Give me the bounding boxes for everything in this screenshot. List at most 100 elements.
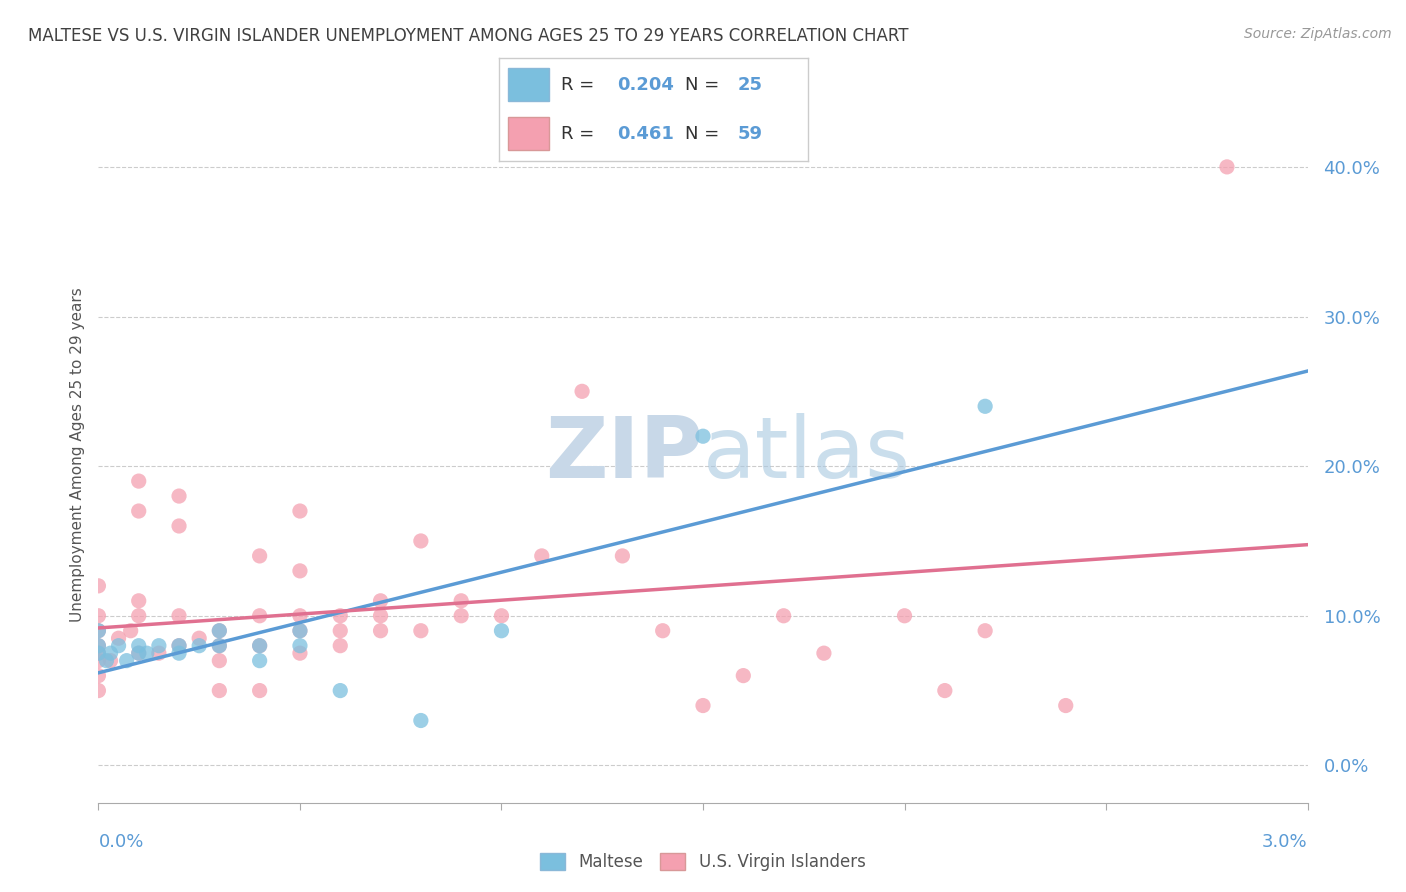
Point [115,654,138,668]
Point [288,564,311,578]
Point [100,646,122,660]
Point [571,384,593,399]
Point [288,639,311,653]
Point [208,624,231,638]
Point [167,639,190,653]
Text: R =: R = [561,76,600,94]
Point [893,608,915,623]
Point [450,608,472,623]
Point [288,624,311,638]
Point [1216,160,1239,174]
Point [167,608,190,623]
Point [288,624,311,638]
Point [329,608,352,623]
Point [974,399,997,413]
Text: 59: 59 [737,125,762,143]
Text: 25: 25 [737,76,762,94]
Point [128,608,150,623]
Point [87,646,110,660]
Text: MALTESE VS U.S. VIRGIN ISLANDER UNEMPLOYMENT AMONG AGES 25 TO 29 YEARS CORRELATI: MALTESE VS U.S. VIRGIN ISLANDER UNEMPLOY… [28,27,908,45]
Point [249,549,271,563]
Point [188,631,211,645]
Point [651,624,673,638]
Point [450,594,472,608]
Text: N =: N = [685,125,724,143]
Point [249,639,271,653]
Point [87,608,110,623]
Point [208,624,231,638]
Point [813,646,835,660]
Point [249,654,271,668]
Point [208,639,231,653]
Point [692,429,714,443]
Text: atlas: atlas [703,413,911,497]
Point [409,714,432,728]
Point [288,504,311,518]
Point [249,608,271,623]
Point [208,654,231,668]
Point [128,646,150,660]
Point [148,646,170,660]
Point [491,608,513,623]
FancyBboxPatch shape [509,118,548,150]
Point [329,639,352,653]
Text: 3.0%: 3.0% [1263,833,1308,851]
Point [87,639,110,653]
Text: R =: R = [561,125,600,143]
Point [87,646,110,660]
Point [612,549,634,563]
Point [87,683,110,698]
Point [208,683,231,698]
Point [370,608,392,623]
Point [148,639,170,653]
Point [128,504,150,518]
Point [128,594,150,608]
Point [974,624,997,638]
Point [370,594,392,608]
Point [288,608,311,623]
Y-axis label: Unemployment Among Ages 25 to 29 years: Unemployment Among Ages 25 to 29 years [69,287,84,623]
Point [87,624,110,638]
Point [288,646,311,660]
Point [934,683,956,698]
Point [107,631,129,645]
Text: 0.204: 0.204 [617,76,673,94]
Point [329,624,352,638]
Point [249,639,271,653]
Point [249,683,271,698]
Point [409,624,432,638]
Text: 0.461: 0.461 [617,125,673,143]
Point [772,608,794,623]
Point [128,646,150,660]
Point [87,624,110,638]
Point [692,698,714,713]
Point [100,654,122,668]
Point [167,646,190,660]
Text: Source: ZipAtlas.com: Source: ZipAtlas.com [1244,27,1392,41]
Point [87,654,110,668]
Point [167,519,190,533]
Point [491,624,513,638]
Point [733,668,755,682]
Point [96,654,118,668]
Point [135,646,157,660]
Point [530,549,553,563]
Point [120,624,142,638]
Point [208,639,231,653]
FancyBboxPatch shape [509,69,548,101]
Text: N =: N = [685,76,724,94]
Point [128,474,150,488]
Text: ZIP: ZIP [546,413,703,497]
Point [167,639,190,653]
Point [87,639,110,653]
Point [87,668,110,682]
Text: 0.0%: 0.0% [98,833,143,851]
Point [1054,698,1077,713]
Point [409,533,432,548]
Point [128,639,150,653]
Point [370,624,392,638]
Point [329,683,352,698]
Point [87,579,110,593]
Legend: Maltese, U.S. Virgin Islanders: Maltese, U.S. Virgin Islanders [534,847,872,878]
Point [107,639,129,653]
